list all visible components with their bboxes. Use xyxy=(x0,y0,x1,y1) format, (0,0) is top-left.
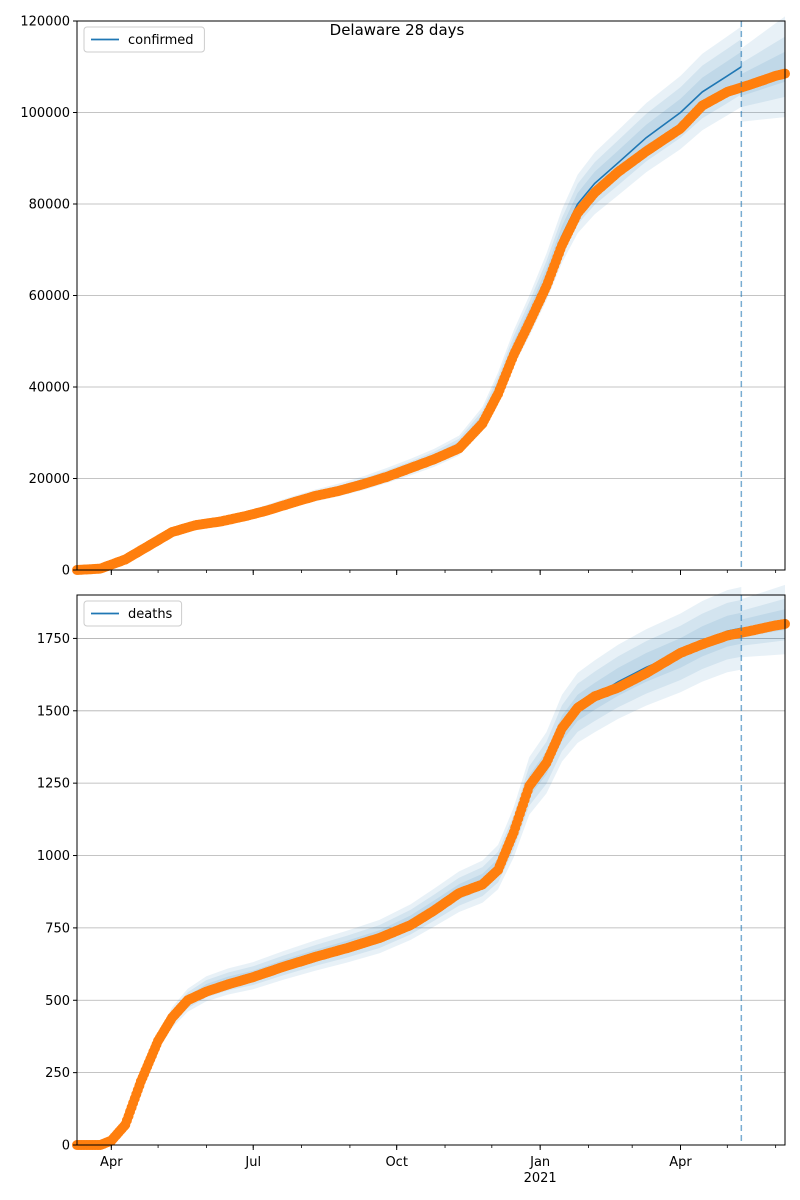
x-tick-year-label: 2021 xyxy=(524,1171,557,1186)
forecast-band xyxy=(741,16,785,122)
x-tick-label: Oct xyxy=(385,1155,407,1170)
y-tick-label: 250 xyxy=(45,1066,70,1081)
legend-box xyxy=(83,26,205,53)
legend: confirmed xyxy=(83,26,205,53)
y-tick-label: 20000 xyxy=(29,472,70,487)
uncertainty-band xyxy=(77,51,742,570)
y-tick-label: 80000 xyxy=(29,198,70,213)
figure-title: Delaware 28 days xyxy=(329,21,465,39)
y-tick-label: 0 xyxy=(62,564,70,579)
y-tick-label: 1000 xyxy=(37,849,70,864)
observed-points xyxy=(72,68,790,575)
uncertainty-band xyxy=(77,26,742,570)
panel-2: 0 250 500 750 1000 1250 1500 1750 Apr Jul Oct Jan20… xyxy=(37,584,790,1186)
y-tick-label: 1500 xyxy=(37,704,70,719)
y-tick-label: 60000 xyxy=(29,289,70,304)
uncertainty-band xyxy=(77,612,742,1145)
uncertainty-band xyxy=(77,587,742,1145)
y-tick-label: 120000 xyxy=(20,15,70,30)
panel-1: 0 20000 40000 60000 80000 100000 120000 confirm… xyxy=(20,15,790,579)
x-tick-label: Apr xyxy=(100,1155,123,1170)
forecast-band xyxy=(741,36,785,107)
legend-label: deaths xyxy=(128,607,173,622)
y-tick-label: 500 xyxy=(45,994,70,1009)
forecast-band xyxy=(741,584,785,658)
y-tick-label: 100000 xyxy=(20,106,70,121)
series-line-confirmed xyxy=(76,66,742,571)
y-tick-label: 40000 xyxy=(29,381,70,396)
y-tick-label: 750 xyxy=(45,921,70,936)
plot-frame xyxy=(76,594,786,1146)
y-tick-label: 1250 xyxy=(37,777,70,792)
legend-box xyxy=(83,600,183,627)
y-tick-label: 1750 xyxy=(37,632,70,647)
x-tick-label: Apr xyxy=(669,1155,692,1170)
x-tick-label: Jan xyxy=(529,1155,550,1170)
y-tick-label: 0 xyxy=(62,1139,70,1154)
x-tick-label: Jul xyxy=(244,1155,261,1170)
legend: deaths xyxy=(83,600,183,627)
legend-label: confirmed xyxy=(128,33,194,48)
uncertainty-band xyxy=(77,39,742,571)
observed-points xyxy=(72,618,790,1150)
